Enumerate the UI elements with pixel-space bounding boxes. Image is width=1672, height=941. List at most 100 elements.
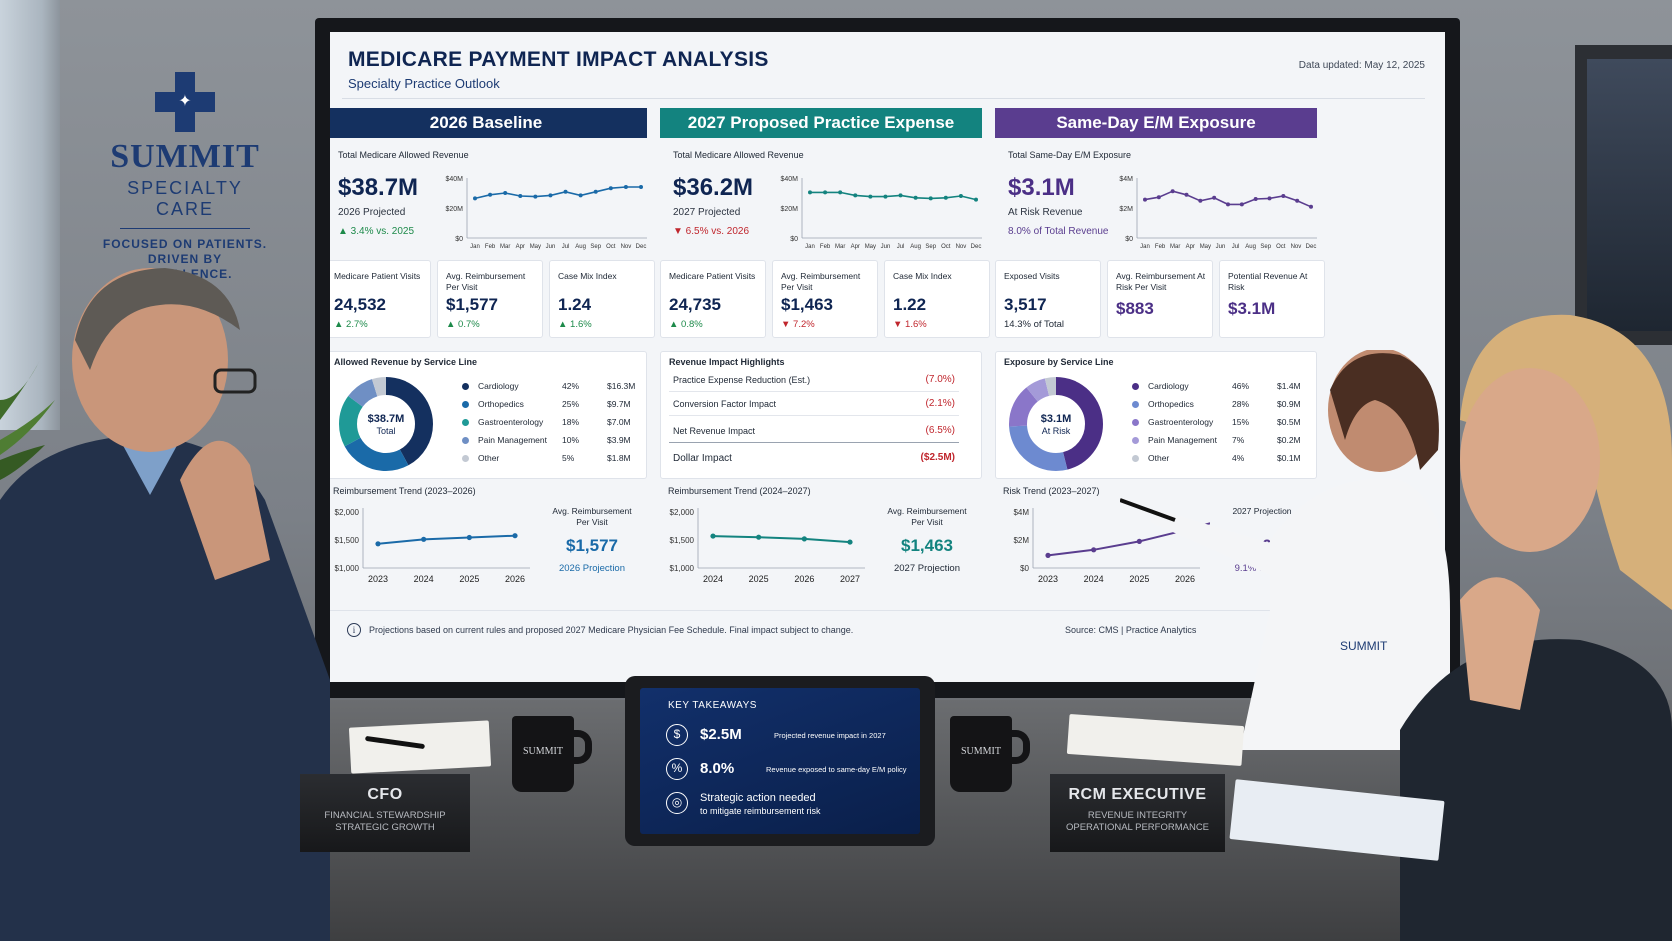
highlight-label: Net Revenue Impact — [673, 426, 756, 436]
legend-swatch — [462, 419, 469, 426]
donut-slice — [1009, 377, 1103, 471]
coat-logo: SUMMIT — [1340, 639, 1388, 653]
placard-line: STRATEGIC GROWTH — [335, 822, 435, 833]
trend-year-label: 2026 — [794, 574, 814, 584]
legend-value: $1.8M — [607, 453, 631, 463]
trend-point — [421, 536, 427, 542]
metric-delta: ▲ 2.7% — [334, 319, 368, 330]
metric-card: Avg. Reimbursement At Risk Per Visit $88… — [1107, 260, 1213, 338]
spark-point — [958, 194, 963, 198]
legend-value: $16.3M — [607, 381, 636, 391]
spark-point — [623, 185, 628, 189]
spark-point — [1212, 195, 1217, 200]
trend-right-note: 2026 Projection — [558, 563, 626, 574]
coffee-mug: SUMMIT — [950, 716, 1030, 792]
spark-point — [928, 196, 933, 201]
placard-line: OPERATIONAL PERFORMANCE — [1065, 822, 1210, 833]
legend-percent: 10% — [562, 435, 580, 445]
metric-delta: 14.3% of Total — [1004, 319, 1065, 330]
spark-point — [808, 190, 812, 195]
dashboard-footer: i Projections based on current rules and… — [330, 610, 1445, 652]
spark-point — [898, 193, 903, 198]
takeaway-note: to mitigate reimbursement risk — [700, 806, 821, 816]
trend-right-label: Avg. Reimbursement Per Visit — [887, 506, 967, 527]
trend-right-label: Avg. Reimbursement Per Visit — [552, 506, 632, 527]
trend-line — [712, 535, 851, 544]
donut-center-label: Total — [376, 426, 395, 436]
trend-chart: $2,000 $1,500 $1,000 2023 2024 2025 2026 — [335, 508, 530, 584]
trend-year-label: 2025 — [1129, 574, 1149, 584]
metric-card: Case Mix Index 1.24 ▲ 1.6% — [549, 260, 655, 338]
legend-value: $0.9M — [1277, 399, 1301, 409]
legend-swatch — [462, 383, 469, 390]
spark-month-label: Sep — [925, 244, 936, 250]
spark-point — [838, 190, 843, 195]
highlight-value: (7.0%) — [925, 374, 955, 385]
legend-name: Other — [478, 453, 500, 463]
legend-swatch — [1132, 419, 1139, 426]
highlight-value: ($2.5M) — [920, 452, 955, 463]
legend-row: Gastroenterology 15% $0.5M — [1132, 416, 1312, 434]
spark-month-label: Apr — [516, 244, 525, 250]
spark-axis-label: $2M — [1119, 206, 1133, 213]
metric-label: Avg. Reimbursement At Risk Per Visit — [1116, 271, 1206, 292]
metric-label: Case Mix Index — [558, 271, 617, 281]
spark-month-label: Jan — [470, 244, 480, 250]
highlight-value: (6.5%) — [925, 425, 955, 436]
spark-month-label: Feb — [485, 244, 496, 250]
trend-line — [377, 534, 516, 545]
legend-name: Gastroenterology — [478, 417, 544, 427]
metric-card: Exposed Visits 3,517 14.3% of Total — [995, 260, 1101, 338]
donut-hole — [1028, 396, 1084, 452]
trend-title: Reimbursement Trend (2024–2027) — [668, 486, 811, 496]
highlight-label: Practice Expense Reduction (Est.) — [673, 375, 811, 385]
kpi-delta: ▼ 6.5% vs. 2026 — [673, 226, 750, 237]
metric-value: 24,532 — [334, 295, 386, 314]
metric-card: Medicare Patient Visits 24,735 ▲ 0.8% — [660, 260, 766, 338]
spark-month-label: Nov — [956, 244, 967, 250]
spark-point — [503, 191, 508, 195]
sparkline-chart: $40M $20M $0 Jan Feb Mar Apr May Jun Jul Aug Sep Oct… — [445, 176, 647, 250]
kpi-label: Total Same-Day E/M Exposure — [1008, 150, 1132, 160]
highlights-section: Revenue Impact Highlights Practice Expen… — [660, 351, 982, 479]
percent-icon: % — [666, 758, 688, 780]
legend-percent: 4% — [1232, 453, 1245, 463]
legend-name: Other — [1148, 453, 1170, 463]
legend-value: $1.4M — [1277, 381, 1301, 391]
metric-delta: ▲ 0.8% — [669, 319, 703, 330]
spark-month-label: Nov — [621, 244, 632, 250]
highlight-row: Practice Expense Reduction (Est.) (7.0%) — [669, 368, 959, 392]
trend-chart: $2,000 $1,500 $1,000 2024 2025 2026 2027 — [670, 508, 865, 584]
spark-point — [563, 189, 568, 194]
legend: Cardiology 46% $1.4M Orthopedics 28% $0.9M Gas… — [1132, 380, 1312, 470]
spark-month-label: Aug — [910, 244, 921, 250]
takeaway-title: Strategic action needed — [700, 792, 816, 804]
spark-axis-label: $0 — [1125, 236, 1133, 243]
spark-point — [518, 194, 523, 198]
info-icon: i — [347, 623, 361, 637]
trend-right-value: $1,577 — [566, 536, 618, 555]
trend-axis-label: $2,000 — [670, 508, 695, 517]
dollar-icon: $ — [666, 724, 688, 746]
section-title: Revenue Impact Highlights — [669, 357, 785, 367]
legend-name: Orthopedics — [1148, 399, 1194, 409]
spark-month-label: Jul — [1232, 244, 1240, 250]
metric-delta: ▼ 7.2% — [781, 319, 815, 330]
trend-point — [756, 534, 762, 540]
trend-point — [1045, 552, 1051, 558]
legend-name: Pain Management — [478, 435, 547, 445]
trend-year-label: 2023 — [368, 574, 388, 584]
highlight-value: (2.1%) — [925, 398, 955, 409]
metric-value: $883 — [1116, 299, 1154, 318]
metric-card: Case Mix Index 1.22 ▼ 1.6% — [884, 260, 990, 338]
brand-subtitle: SPECIALTY CARE — [127, 178, 243, 219]
trend-axis-label: $1,000 — [670, 564, 695, 573]
panel-title: Same-Day E/M Exposure — [995, 108, 1317, 138]
metric-label: Potential Revenue At Risk — [1228, 271, 1308, 292]
trend-right-value: $1,463 — [901, 536, 953, 555]
spark-point — [1281, 194, 1286, 198]
spark-month-label: Apr — [851, 244, 860, 250]
legend-row: Cardiology 42% $16.3M — [462, 380, 642, 398]
spark-month-label: Mar — [500, 244, 510, 250]
